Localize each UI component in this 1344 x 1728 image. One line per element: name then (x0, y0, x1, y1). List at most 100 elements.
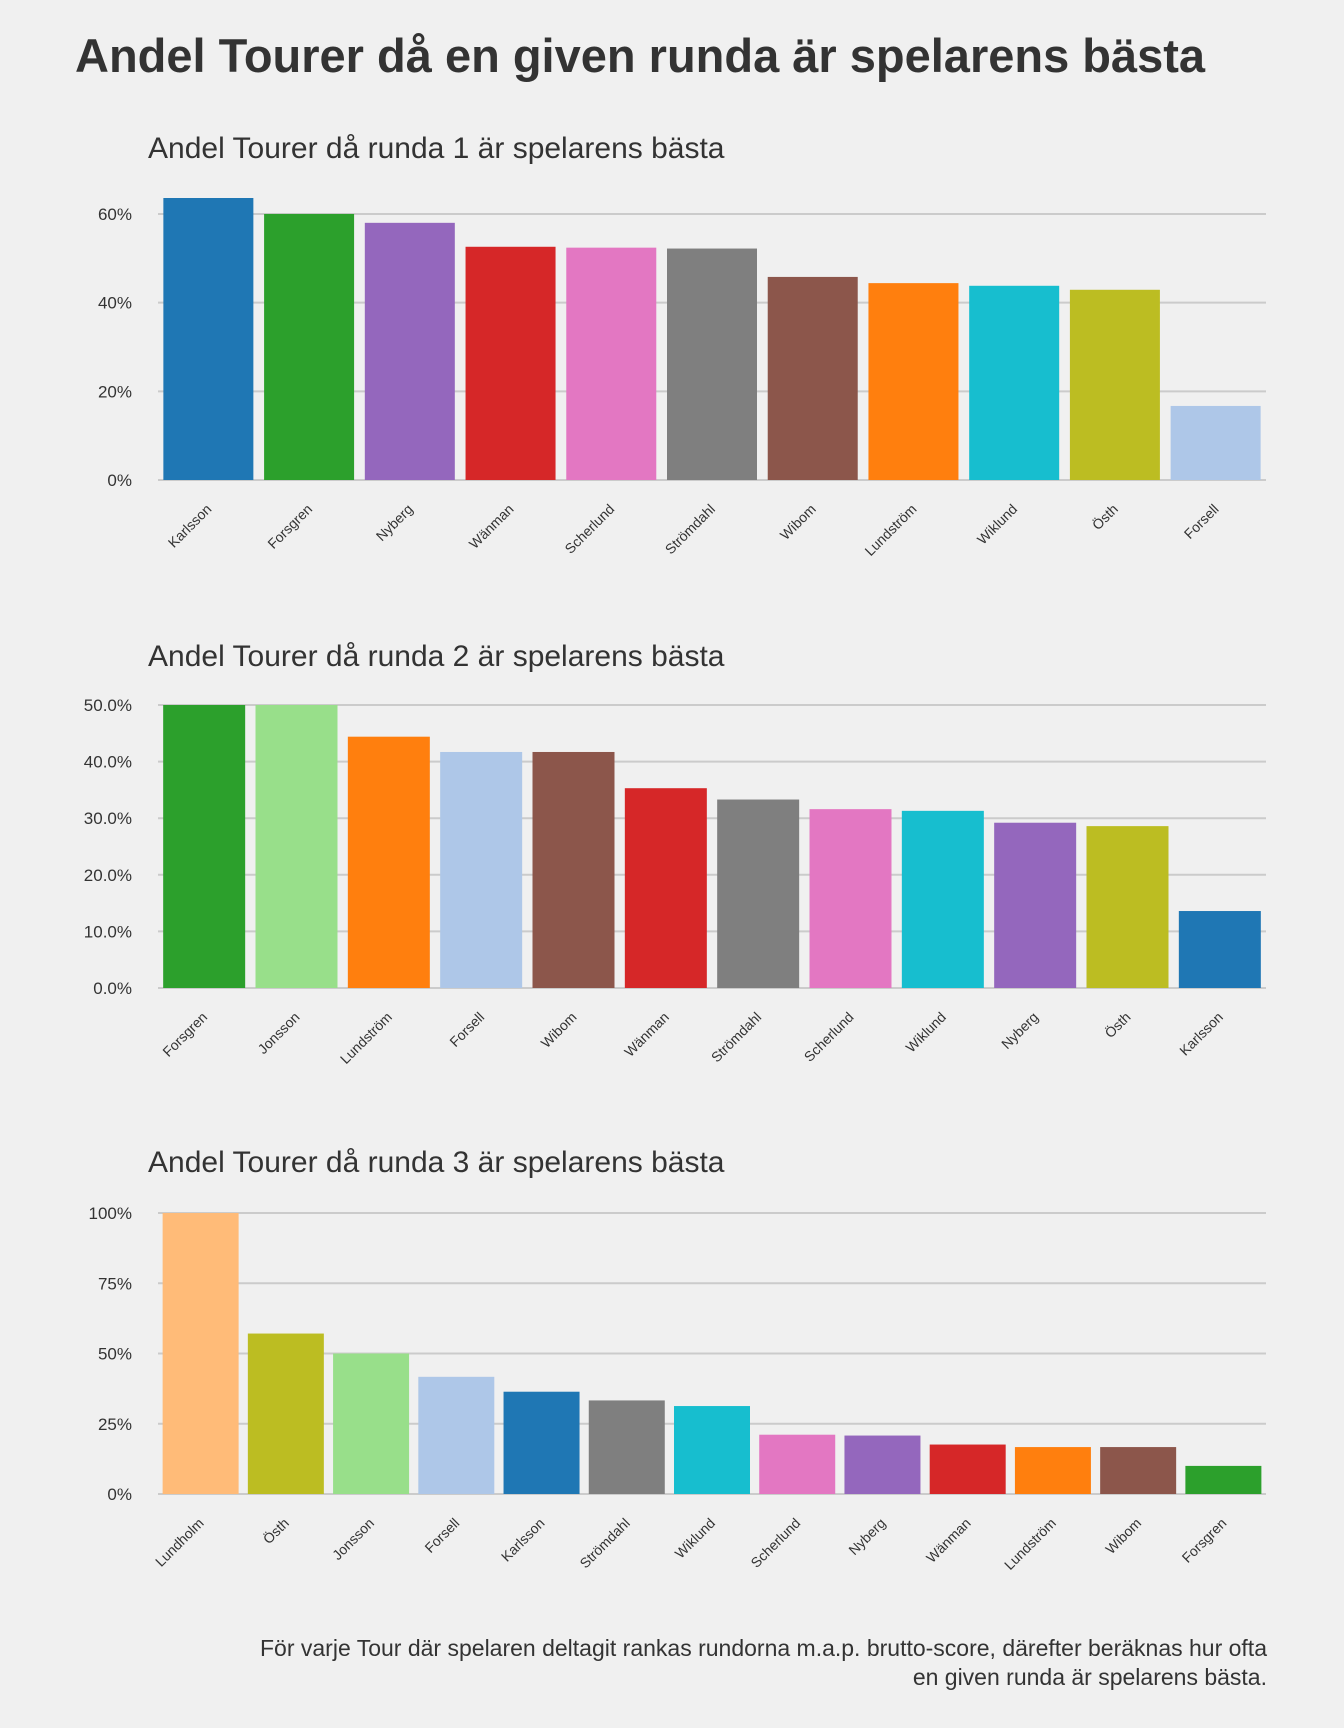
footnote-line-2: en given runda är spelarens bästa. (912, 1664, 1267, 1690)
y-tick-label: 0% (107, 1485, 132, 1504)
bar-karlsson (503, 1391, 580, 1494)
chart-panel-round-1: Andel Tourer då runda 1 är spelarens bäs… (0, 132, 1344, 559)
x-tick-label: Östh (1101, 1008, 1134, 1041)
y-tick-label: 50.0% (84, 696, 132, 715)
bar-östh (1069, 289, 1160, 480)
y-tick-label: 100% (89, 1204, 132, 1223)
bar-lundström (1014, 1447, 1091, 1494)
x-tick-label: Karlsson (1176, 1009, 1226, 1059)
x-tick-label: Scherlund (747, 1515, 803, 1571)
x-tick-label: Strömdahl (662, 501, 718, 557)
x-tick-label: Lundström (1001, 1515, 1059, 1573)
bar-lundholm (162, 1213, 239, 1494)
bar-jonsson (255, 705, 338, 988)
x-tick-label: Östh (259, 1514, 292, 1547)
bar-wänman (929, 1444, 1006, 1494)
y-tick-label: 40.0% (84, 753, 132, 772)
x-tick-label: Nyberg (998, 1009, 1041, 1052)
x-tick-label: Forsgren (264, 501, 315, 552)
x-tick-label: Nyberg (373, 501, 416, 544)
bar-forsgren (264, 213, 355, 480)
x-tick-label: Karlsson (165, 501, 215, 551)
main-title: Andel Tourer då en given runda är spelar… (75, 29, 1206, 82)
bar-wibom (1100, 1447, 1177, 1494)
bar-wibom (532, 751, 615, 988)
y-tick-label: 60% (98, 205, 132, 224)
x-tick-label: Forsgren (1179, 1515, 1230, 1566)
bar-wiklund (901, 810, 984, 988)
x-tick-label: Wiklund (974, 501, 1021, 548)
bar-chart-round-2: 0.0% 10.0% 20.0% 30.0% 40.0% 50.0% Forsgren Jon… (84, 696, 1266, 1067)
x-tick-label: Wibom (1102, 1515, 1144, 1557)
y-tick-label: 75% (98, 1274, 132, 1293)
footnote: För varje Tour där spelaren deltagit ran… (260, 1634, 1267, 1692)
x-tick-label: Wiklund (902, 1009, 949, 1056)
x-tick-label: Forsell (1181, 501, 1222, 542)
x-tick-label: Karlsson (498, 1515, 548, 1565)
chart-panel-round-3: Andel Tourer då runda 3 är spelarens bäs… (0, 1146, 1344, 1586)
bar-nyberg (994, 822, 1077, 988)
bar-wibom (767, 276, 858, 480)
bar-wänman (465, 246, 556, 480)
bar-forsell (440, 751, 523, 988)
bar-östh (247, 1333, 324, 1494)
y-tick-label: 40% (98, 294, 132, 313)
x-tick-label: Forsell (446, 1009, 487, 1050)
bar-karlsson (163, 198, 254, 480)
bar-lundström (347, 736, 430, 988)
x-tick-label: Östh (1088, 500, 1121, 533)
x-tick-label: Wibom (538, 1009, 580, 1051)
bar-scherlund (809, 809, 892, 988)
x-tick-label: Scherlund (801, 1009, 857, 1065)
y-tick-label: 0% (107, 471, 132, 490)
x-tick-label: Scherlund (561, 501, 617, 557)
chart-title-round-2: Andel Tourer då runda 2 är spelarens bäs… (148, 640, 725, 673)
y-tick-label: 30.0% (84, 809, 132, 828)
x-tick-label: Nyberg (845, 1515, 888, 1558)
x-tick-label: Forsgren (159, 1009, 210, 1060)
x-tick-label: Lundholm (152, 1515, 207, 1570)
x-tick-label: Jonsson (254, 1009, 302, 1057)
x-tick-label: Jonsson (329, 1515, 377, 1563)
x-tick-label: Lundström (861, 501, 919, 559)
x-tick-label: Wänman (621, 1009, 672, 1060)
y-tick-label: 50% (98, 1345, 132, 1364)
bar-forsgren (163, 705, 246, 988)
bar-wiklund (674, 1406, 750, 1494)
bar-nyberg (844, 1435, 921, 1494)
bar-nyberg (364, 222, 455, 480)
x-tick-label: Lundström (337, 1009, 395, 1067)
x-tick-label: Wänman (923, 1515, 974, 1566)
bar-jonsson (333, 1353, 410, 1494)
x-tick-label: Forsell (421, 1515, 462, 1556)
y-tick-label: 20% (98, 382, 132, 401)
x-tick-label: Wiklund (672, 1515, 719, 1562)
x-tick-label: Wänman (466, 501, 517, 552)
chart-title-round-1: Andel Tourer då runda 1 är spelarens bäs… (148, 132, 725, 165)
x-tick-label: Wibom (777, 501, 819, 543)
chart-panel-round-2: Andel Tourer då runda 2 är spelarens bäs… (0, 640, 1344, 1070)
bar-östh (1086, 826, 1169, 988)
bar-chart-round-3: 0% 25% 50% 75% 100% Lundholm Östh Jonsson Forsel… (89, 1204, 1266, 1573)
y-tick-label: 0.0% (93, 979, 132, 998)
y-tick-label: 10.0% (84, 922, 132, 941)
bar-strömdahl (588, 1400, 665, 1494)
bar-karlsson (1178, 911, 1261, 988)
footnote-line-1: För varje Tour där spelaren deltagit ran… (260, 1635, 1267, 1661)
x-tick-label: Strömdahl (708, 1009, 764, 1065)
x-tick-label: Strömdahl (576, 1515, 632, 1571)
y-tick-label: 20.0% (84, 866, 132, 885)
bar-strömdahl (667, 248, 757, 480)
y-tick-label: 25% (98, 1415, 132, 1434)
bar-forsgren (1185, 1465, 1262, 1494)
chart-title-round-3: Andel Tourer då runda 3 är spelarens bäs… (148, 1146, 725, 1179)
bar-scherlund (566, 247, 657, 480)
bar-lundström (868, 283, 959, 480)
bar-wiklund (969, 285, 1060, 480)
bar-forsell (418, 1376, 495, 1494)
bar-chart-round-1: 0% 20% 40% 60% Karlsson Forsgren Nyberg Wänman S… (98, 198, 1266, 559)
bar-forsell (1170, 405, 1261, 480)
bar-scherlund (759, 1434, 836, 1494)
bar-wänman (624, 788, 707, 988)
bar-strömdahl (717, 799, 800, 988)
